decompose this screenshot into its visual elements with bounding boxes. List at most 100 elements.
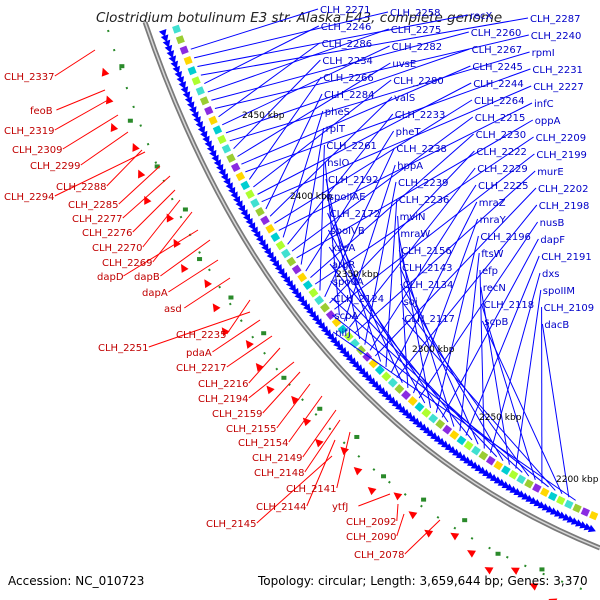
forward-gene-arrow [371, 380, 380, 389]
reverse-gene-arrow [221, 327, 230, 337]
label-leader-red [262, 371, 301, 414]
forward-gene-arrow [339, 347, 348, 355]
label-leader-blue [269, 96, 393, 217]
reverse-cog-block [539, 567, 545, 572]
gene-label-right: scpB [484, 317, 508, 328]
forward-gene-arrow [541, 503, 550, 511]
cog-feature-block [463, 440, 474, 451]
cog-feature-block [240, 180, 250, 191]
label-leader-red [118, 165, 161, 205]
reverse-gene-arrow [484, 567, 494, 575]
cog-feature-block [381, 371, 392, 382]
label-leader-red [62, 114, 119, 150]
label-leader-blue [332, 331, 576, 501]
tick-label: 2200 kbp [556, 475, 599, 485]
forward-gene-arrow [533, 499, 542, 507]
forward-gene-arrow [220, 173, 228, 182]
genome-backbone-highlight [144, 21, 600, 549]
label-leader-blue [287, 113, 394, 245]
forward-gene-arrow [355, 364, 363, 373]
forward-gene-arrow [166, 50, 175, 59]
gene-label-left: CLH_2149 [252, 453, 303, 464]
gene-label-right: CLH_2280 [393, 76, 444, 87]
gene-label-left: CLH_2145 [206, 519, 257, 530]
gene-label-left: CLH_2269 [102, 258, 153, 269]
label-leader-blue [211, 31, 469, 101]
gene-label-left: CLH_2090 [346, 532, 397, 543]
forward-gene-arrow [191, 111, 199, 120]
forward-gene-arrow [269, 255, 277, 264]
reverse-gene-arrow [291, 395, 300, 405]
forward-gene-arrow [243, 213, 251, 222]
forward-gene-arrow [255, 234, 264, 244]
label-leader-blue [200, 17, 529, 76]
reverse-cog-block [127, 118, 133, 123]
forward-gene-arrow [391, 399, 400, 408]
label-leader-red [256, 455, 333, 524]
forward-gene-arrow [162, 39, 171, 48]
gene-label-left: CLH_2235 [176, 330, 227, 341]
forward-gene-arrow [235, 200, 243, 209]
label-leader-blue [214, 34, 529, 110]
gene-label-right: CLH_2225 [478, 181, 529, 192]
gene-label-right: nifJ [335, 328, 351, 339]
reverse-cog-block [154, 164, 160, 169]
reverse-cog-block [495, 551, 501, 556]
label-leader-blue [326, 195, 382, 362]
label-leader-red [226, 299, 251, 335]
accession-text: Accession: NC_010723 [8, 574, 144, 588]
forward-gene-arrow [285, 280, 294, 289]
forward-gene-arrow [466, 459, 475, 467]
cog-feature-block [270, 232, 281, 242]
label-leader-blue [541, 323, 570, 498]
forward-gene-arrow [258, 239, 266, 248]
gene-label-right: CLH_2109 [544, 303, 595, 314]
label-leader-blue [343, 164, 396, 322]
forward-gene-arrow [388, 396, 397, 405]
label-leader-blue [282, 110, 324, 238]
gene-label-right: dacB [544, 320, 569, 331]
label-leader-blue [398, 249, 455, 427]
forward-gene-arrow [395, 402, 403, 411]
forward-gene-arrow [336, 343, 344, 352]
reverse-gene-arrow [110, 123, 119, 132]
label-leader-red [123, 229, 199, 277]
cog-feature-block [217, 134, 227, 145]
tick-label: 2250 kbp [479, 413, 522, 423]
label-leader-red [54, 49, 96, 77]
label-leader-red [168, 259, 219, 293]
forward-gene-arrow [517, 490, 526, 498]
gene-label-left: CLH_2092 [346, 517, 397, 528]
reverse-gene-arrow [245, 340, 254, 349]
cog-feature-block [265, 223, 275, 234]
tick-label: 2300 kbp [412, 345, 455, 355]
label-leader-red [142, 199, 181, 248]
label-leader-blue [479, 269, 485, 449]
cog-feature-block [394, 383, 405, 394]
gene-label-right: CLH_2227 [533, 82, 584, 93]
gene-label-left: CLH_2288 [56, 182, 107, 193]
forward-gene-arrow [426, 429, 435, 437]
gene-label-right: CLH_2222 [476, 147, 527, 158]
label-leader-red [184, 277, 231, 309]
forward-gene-arrow [274, 264, 283, 273]
label-leader-blue [248, 76, 322, 180]
label-leader-red [336, 431, 351, 489]
forward-gene-arrow [398, 405, 407, 414]
forward-gene-arrow [197, 125, 206, 134]
gene-label-left: CLH_2194 [198, 394, 249, 405]
cog-feature-block [320, 302, 330, 313]
forward-gene-arrow [182, 91, 191, 100]
map-title: Clostridium botulinum E3 str. Alaska E43… [96, 10, 502, 26]
gene-label-right: pheS [325, 107, 350, 118]
gene-label-right: spoIIM [543, 286, 575, 297]
gene-label-left: CLH_2299 [30, 161, 81, 172]
forward-gene-arrow [374, 383, 383, 392]
gene-label-right: CLH_2192 [328, 175, 379, 186]
gene-label-right: CLH_2191 [541, 252, 592, 263]
reverse-gene-arrow [315, 438, 324, 448]
gene-label-right: uvsE [392, 59, 416, 70]
forward-gene-arrow [433, 434, 442, 443]
label-leader-red [80, 131, 129, 166]
